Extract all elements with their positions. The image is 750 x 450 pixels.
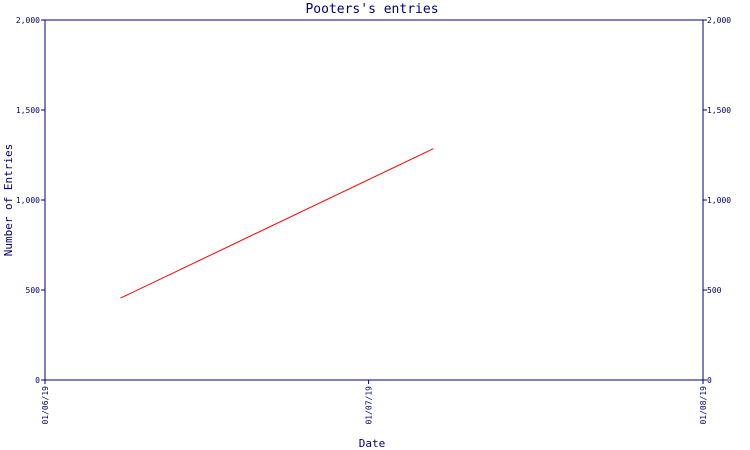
y-tick-label-left: 500 [26, 286, 41, 295]
y-tick-label-right: 500 [707, 286, 722, 295]
y-ticks-right: 0 500 1,000 1,500 2,000 [703, 16, 731, 385]
y-tick-label-right: 2,000 [707, 16, 731, 25]
plot-frame [44, 19, 704, 381]
y-tick-label-left: 1,000 [16, 196, 40, 205]
y-tick-label-left: 2,000 [16, 16, 40, 25]
series-line [120, 148, 434, 299]
y-tick-label-right: 0 [707, 376, 712, 385]
x-ticks: 01/06/19 01/07/19 01/08/19 [41, 380, 708, 425]
y-axis-label: Number of Entries [2, 144, 15, 257]
y-tick-label-left: 0 [35, 376, 40, 385]
series-layer [120, 148, 434, 299]
x-tick-label: 01/06/19 [41, 386, 50, 425]
y-tick-label-right: 1,000 [707, 196, 731, 205]
y-ticks-left: 0 500 1,000 1,500 2,000 [16, 16, 45, 385]
x-tick-label: 01/08/19 [699, 386, 708, 425]
x-tick-label: 01/07/19 [365, 386, 374, 425]
chart-title: Pooters's entries [305, 2, 438, 17]
x-axis-label: Date [359, 437, 386, 450]
y-tick-label-left: 1,500 [16, 106, 40, 115]
y-tick-label-right: 1,500 [707, 106, 731, 115]
